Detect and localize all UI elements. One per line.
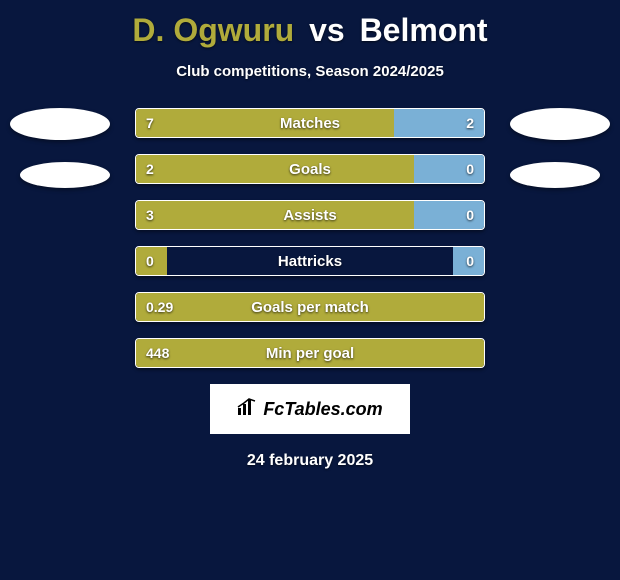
player2-club-placeholder [510, 162, 600, 188]
chart-icon [237, 398, 257, 421]
player2-badge-placeholder [510, 108, 610, 140]
player1-name: D. Ogwuru [132, 12, 294, 48]
chart-area: 72Matches 20Goals 30Assists 00Hattricks 0.29… [0, 108, 620, 368]
stat-row: 30Assists [135, 200, 485, 230]
stat-label: Matches [136, 109, 484, 137]
stat-label: Goals [136, 155, 484, 183]
stat-row: 20Goals [135, 154, 485, 184]
fctables-logo: FcTables.com [210, 384, 410, 434]
subtitle: Club competitions, Season 2024/2025 [0, 63, 620, 80]
stat-label: Assists [136, 201, 484, 229]
stat-row: 0.29Goals per match [135, 292, 485, 322]
player1-badge-placeholder [10, 108, 110, 140]
comparison-title: D. Ogwuru vs Belmont [0, 0, 620, 49]
player1-club-placeholder [20, 162, 110, 188]
logo-text: FcTables.com [263, 399, 382, 420]
stat-label: Min per goal [136, 339, 484, 367]
stat-row: 72Matches [135, 108, 485, 138]
vs-text: vs [309, 12, 345, 48]
player2-name: Belmont [360, 12, 488, 48]
stat-row: 448Min per goal [135, 338, 485, 368]
stat-row: 00Hattricks [135, 246, 485, 276]
stat-label: Hattricks [136, 247, 484, 275]
date-text: 24 february 2025 [0, 452, 620, 470]
stat-label: Goals per match [136, 293, 484, 321]
stats-bars: 72Matches 20Goals 30Assists 00Hattricks 0.29… [135, 108, 485, 368]
